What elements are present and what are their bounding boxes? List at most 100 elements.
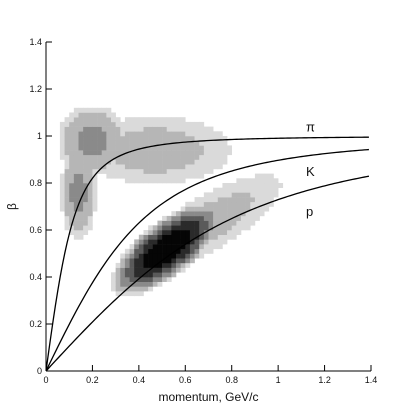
density-cell <box>152 136 158 141</box>
density-cell <box>199 215 205 221</box>
density-cell <box>143 121 149 127</box>
density-cell <box>143 234 149 240</box>
density-cell <box>162 164 168 170</box>
density-cell <box>259 192 265 198</box>
density-cell <box>87 206 93 212</box>
density-cell <box>83 145 89 151</box>
density-cell <box>222 225 228 231</box>
density-cell <box>250 215 256 221</box>
density-cell <box>176 131 181 137</box>
density-cell <box>152 178 158 184</box>
density-cell <box>111 136 116 141</box>
density-cell <box>231 230 237 235</box>
density-cell <box>143 168 149 174</box>
density-cell <box>101 159 107 165</box>
density-cell <box>162 272 168 278</box>
density-cell <box>162 253 168 259</box>
density-cell <box>222 211 228 217</box>
density-cell <box>73 192 79 198</box>
density-cell <box>92 136 98 141</box>
density-cell <box>162 117 168 123</box>
density-cell <box>241 183 246 188</box>
density-cell <box>259 173 265 179</box>
density-cell <box>83 192 89 198</box>
density-cell <box>87 164 93 170</box>
density-cell <box>143 248 149 254</box>
density-cell <box>101 168 107 174</box>
density-cell <box>180 164 186 170</box>
density-cell <box>115 262 121 268</box>
density-cell <box>83 154 89 160</box>
density-cell <box>101 136 107 141</box>
density-cell <box>171 168 177 174</box>
density-cell <box>171 178 177 184</box>
density-cell <box>185 131 191 137</box>
density-cell <box>157 225 163 231</box>
density-cell <box>222 140 228 146</box>
density-cell <box>129 164 135 170</box>
x-axis-title: momentum, GeV/c <box>158 390 258 404</box>
density-cell <box>97 145 103 151</box>
density-cell <box>157 117 163 123</box>
density-cell <box>227 220 233 226</box>
density-cell <box>203 220 209 226</box>
curve-1 <box>45 148 369 371</box>
density-cell <box>101 112 107 118</box>
x-tick-label: 0.8 <box>225 375 238 385</box>
density-cell <box>166 225 172 231</box>
density-cell <box>106 131 112 137</box>
density-cell <box>83 136 89 141</box>
density-cell <box>250 183 256 188</box>
density-cell <box>92 112 98 118</box>
density-cell <box>217 239 223 245</box>
density-cell <box>227 201 233 207</box>
density-cell <box>134 159 140 165</box>
density-cell <box>180 267 186 273</box>
density-cell <box>189 211 195 217</box>
density-cell <box>157 277 163 282</box>
density-cell <box>166 126 172 132</box>
density-cell <box>180 253 186 259</box>
density-heatmap <box>59 107 284 297</box>
density-cell <box>176 239 181 245</box>
density-cell <box>162 159 168 165</box>
density-cell <box>87 121 93 127</box>
density-cell <box>73 150 79 156</box>
density-cell <box>176 150 181 156</box>
density-cell <box>138 136 144 141</box>
density-cell <box>106 117 112 123</box>
density-cell <box>185 159 191 165</box>
density-cell <box>171 150 177 156</box>
density-cell <box>185 164 191 170</box>
density-cell <box>231 225 237 231</box>
density-cell <box>254 211 260 217</box>
density-cell <box>73 215 79 221</box>
density-cell <box>162 239 168 245</box>
density-cell <box>231 187 237 193</box>
density-cell <box>124 253 130 259</box>
density-cell <box>171 239 177 245</box>
density-cell <box>92 183 98 188</box>
density-cell <box>208 164 214 170</box>
density-cell <box>78 145 84 151</box>
density-cell <box>64 140 70 146</box>
density-cell <box>78 211 84 217</box>
density-cell <box>199 126 205 132</box>
density-cell <box>222 145 228 151</box>
plot-axes: 0 0.2 0.4 0.6 0.8 1 1.2 1.4 0 0.2 0.4 0.6 0.8 1 1.2 1.4… <box>5 37 377 404</box>
density-cell <box>217 220 223 226</box>
density-cell <box>148 131 154 137</box>
density-cell <box>250 220 256 226</box>
density-cell <box>111 173 116 179</box>
density-cell <box>64 150 70 156</box>
density-cell <box>78 206 84 212</box>
density-cell <box>59 173 65 179</box>
density-cell <box>194 173 200 179</box>
density-cell <box>236 225 242 231</box>
density-cell <box>78 201 84 207</box>
density-cell <box>231 206 237 212</box>
density-cell <box>213 215 219 221</box>
density-cell <box>78 164 84 170</box>
density-cell <box>157 159 163 165</box>
density-cell <box>73 126 79 132</box>
